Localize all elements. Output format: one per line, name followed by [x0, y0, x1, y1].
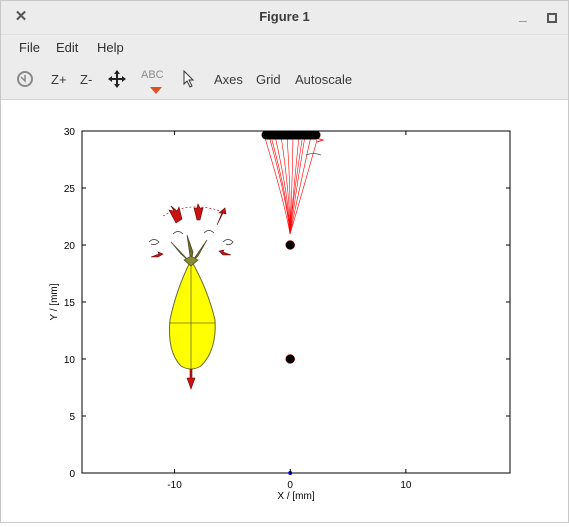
- toolbar: Z+ Z- ABC Axes Grid Autoscale: [1, 61, 568, 100]
- y-tick-label: 25: [64, 184, 76, 195]
- pan-icon[interactable]: [108, 70, 126, 91]
- y-ticks: 0 5 10 15 20 25 30: [64, 127, 510, 480]
- zoom-in-button[interactable]: Z+: [51, 72, 67, 87]
- swimmer-body: [169, 234, 216, 370]
- menu-help[interactable]: Help: [97, 40, 124, 55]
- maximize-icon: [547, 13, 557, 23]
- axes-button[interactable]: Axes: [214, 72, 243, 87]
- figure-canvas[interactable]: -10 0 10 0 5 10 15 20 25 30 X / [mm] Y / [mm]: [1, 100, 568, 522]
- title-bar: ✕ Figure 1 _: [1, 1, 568, 35]
- x-axis-label: X / [mm]: [277, 491, 314, 502]
- flow-tail-line: [305, 153, 322, 156]
- axes-box: [81, 130, 511, 474]
- flow-lines: [264, 135, 318, 235]
- plot-svg: -10 0 10 0 5 10 15 20 25 30 X / [mm] Y / [mm]: [49, 127, 511, 502]
- x-tick-label: -10: [167, 480, 182, 491]
- y-tick-label: 30: [64, 127, 76, 138]
- close-button[interactable]: ✕: [14, 8, 28, 25]
- minimize-button[interactable]: _: [519, 7, 527, 23]
- text-tool-button[interactable]: ABC: [141, 69, 164, 81]
- x-tick-label: 0: [287, 480, 293, 491]
- y-tick-label: 15: [64, 298, 76, 309]
- maximize-button[interactable]: [541, 7, 561, 27]
- menu-bar: File Edit Help: [1, 35, 568, 61]
- y-tick-label: 0: [69, 469, 75, 480]
- markers: [285, 240, 295, 475]
- y-tick-label: 20: [64, 241, 76, 252]
- force-arrows: [150, 203, 232, 390]
- autoscale-button[interactable]: Autoscale: [295, 72, 353, 87]
- y-tick-label: 10: [64, 355, 76, 366]
- y-axis-label: Y / [mm]: [49, 283, 60, 320]
- grid-button[interactable]: Grid: [256, 72, 281, 87]
- x-ticks: -10 0 10: [167, 131, 412, 491]
- y-tick-label: 5: [69, 412, 75, 423]
- window-title: Figure 1: [259, 9, 310, 24]
- x-tick-label: 10: [400, 480, 412, 491]
- data-point: [285, 240, 295, 250]
- swirl-marks: [148, 206, 234, 246]
- data-point: [285, 354, 295, 364]
- menu-file[interactable]: File: [19, 40, 40, 55]
- pointer-icon[interactable]: [183, 69, 195, 91]
- zoom-out-button[interactable]: Z-: [80, 72, 93, 87]
- menu-edit[interactable]: Edit: [56, 40, 79, 55]
- text-tool-caret-icon: [150, 83, 162, 98]
- rotate-icon[interactable]: [16, 70, 34, 91]
